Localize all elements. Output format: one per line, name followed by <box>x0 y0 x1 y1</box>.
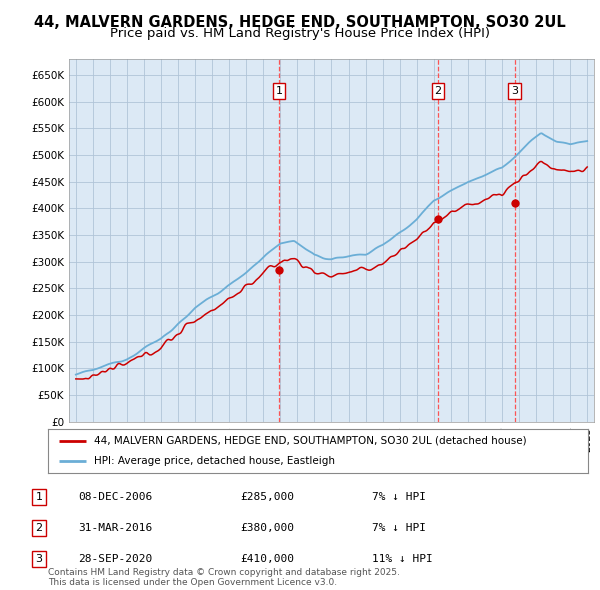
Text: 11% ↓ HPI: 11% ↓ HPI <box>372 555 433 564</box>
Text: 28-SEP-2020: 28-SEP-2020 <box>78 555 152 564</box>
Text: Contains HM Land Registry data © Crown copyright and database right 2025.
This d: Contains HM Land Registry data © Crown c… <box>48 568 400 587</box>
Text: 2: 2 <box>35 523 43 533</box>
Text: 3: 3 <box>35 555 43 564</box>
Text: 1: 1 <box>275 86 283 96</box>
Text: 44, MALVERN GARDENS, HEDGE END, SOUTHAMPTON, SO30 2UL (detached house): 44, MALVERN GARDENS, HEDGE END, SOUTHAMP… <box>94 436 527 446</box>
Text: 2: 2 <box>434 86 442 96</box>
Text: 7% ↓ HPI: 7% ↓ HPI <box>372 523 426 533</box>
Text: Price paid vs. HM Land Registry's House Price Index (HPI): Price paid vs. HM Land Registry's House … <box>110 27 490 40</box>
Text: £380,000: £380,000 <box>240 523 294 533</box>
Text: 08-DEC-2006: 08-DEC-2006 <box>78 492 152 502</box>
Text: 44, MALVERN GARDENS, HEDGE END, SOUTHAMPTON, SO30 2UL: 44, MALVERN GARDENS, HEDGE END, SOUTHAMP… <box>34 15 566 30</box>
Text: 1: 1 <box>35 492 43 502</box>
Text: 7% ↓ HPI: 7% ↓ HPI <box>372 492 426 502</box>
Text: 31-MAR-2016: 31-MAR-2016 <box>78 523 152 533</box>
Text: £285,000: £285,000 <box>240 492 294 502</box>
Text: 3: 3 <box>511 86 518 96</box>
Text: HPI: Average price, detached house, Eastleigh: HPI: Average price, detached house, East… <box>94 456 335 466</box>
Text: £410,000: £410,000 <box>240 555 294 564</box>
